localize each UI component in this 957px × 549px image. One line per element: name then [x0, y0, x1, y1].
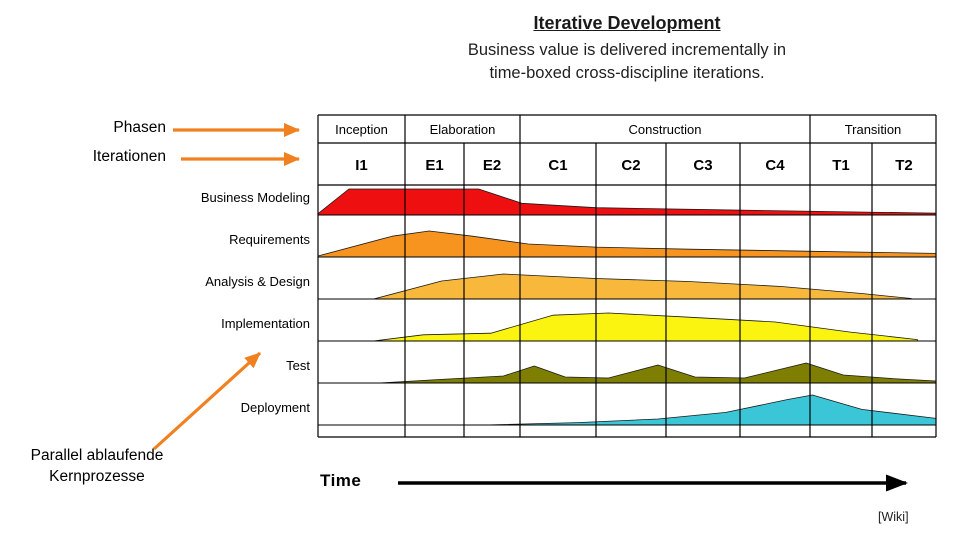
subtitle-line-1: Business value is delivered incrementall…	[467, 41, 787, 59]
page-title: Iterative Development	[533, 13, 721, 33]
iteration-label-i1: I1	[355, 157, 368, 174]
iteration-label-t2: T2	[895, 157, 913, 174]
discipline-label-analysis-design: Analysis & Design	[205, 274, 310, 289]
iteration-label-c3: C3	[693, 157, 712, 174]
effort-hump-analysis-design	[373, 273, 912, 300]
subtitle: Business value is delivered incrementall…	[317, 39, 937, 85]
phase-label-transition: Transition	[845, 122, 902, 137]
subtitle-line-2: time-boxed cross-discipline iterations.	[489, 64, 765, 82]
parallel-note-line-1: Parallel ablaufende	[30, 447, 164, 464]
parallel-processes-arrow	[152, 351, 262, 451]
effort-hump-deployment	[484, 394, 937, 426]
parallel-note-line-2: Kernprozesse	[49, 468, 145, 485]
time-label: Time	[320, 471, 362, 490]
discipline-label-requirements: Requirements	[229, 232, 310, 247]
phasen-label: Phasen	[113, 119, 166, 136]
iterationen-label: Iterationen	[92, 148, 166, 165]
title-block: Iterative Development Business value is …	[317, 13, 937, 85]
discipline-label-business-modeling: Business Modeling	[201, 190, 310, 205]
iteration-label-e2: E2	[483, 157, 501, 174]
iteration-label-t1: T1	[832, 157, 850, 174]
discipline-label-deployment: Deployment	[241, 400, 311, 415]
effort-hump-business-modeling	[317, 188, 937, 216]
discipline-label-test: Test	[286, 358, 310, 373]
iteration-label-c4: C4	[765, 157, 785, 174]
effort-hump-implementation	[373, 312, 918, 342]
phase-label-construction: Construction	[629, 122, 702, 137]
iteration-label-c2: C2	[621, 157, 640, 174]
discipline-label-implementation: Implementation	[221, 316, 310, 331]
effort-hump-test	[379, 362, 937, 384]
parallel-note: Parallel ablaufende Kernprozesse	[2, 445, 192, 487]
effort-hump-requirements	[317, 230, 937, 258]
phase-label-inception: Inception	[335, 122, 388, 137]
source-citation: [Wiki]	[878, 510, 909, 524]
iteration-label-c1: C1	[548, 157, 567, 174]
phase-label-elaboration: Elaboration	[430, 122, 496, 137]
iteration-label-e1: E1	[425, 157, 443, 174]
